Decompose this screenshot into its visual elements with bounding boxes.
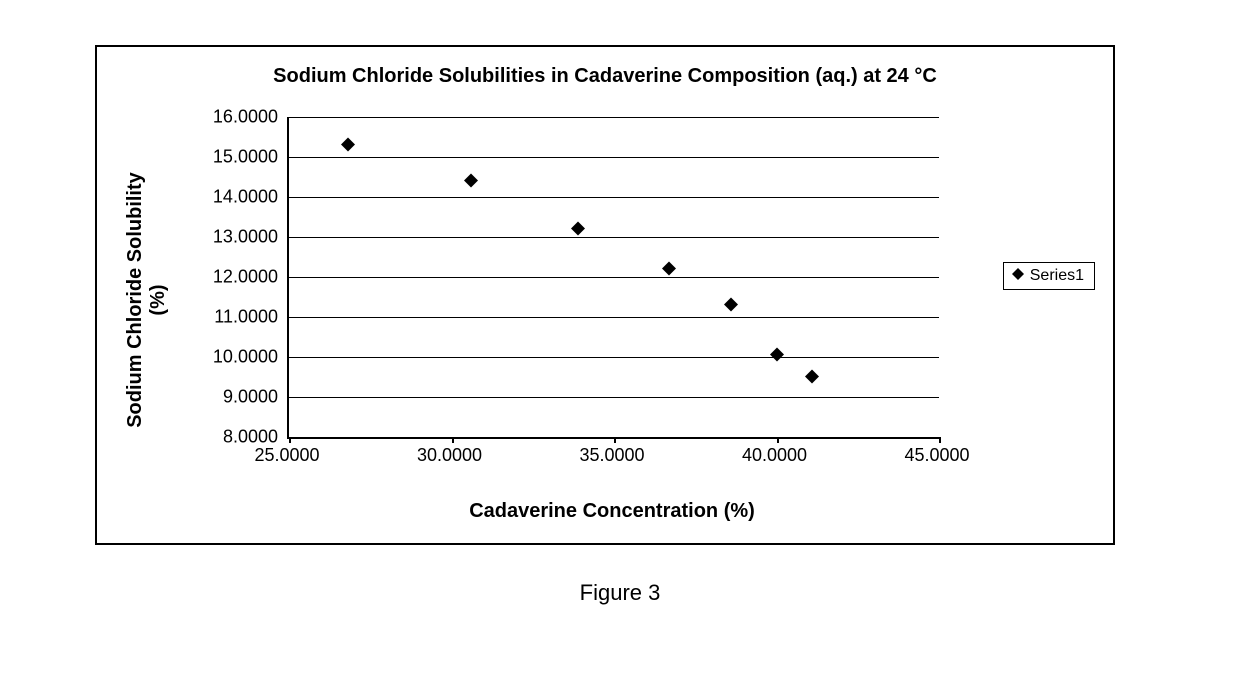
gridline [289, 117, 939, 118]
x-tick-label: 35.0000 [552, 445, 672, 466]
chart-frame: Sodium Chloride Solubilities in Cadaveri… [95, 45, 1115, 545]
x-axis-label: Cadaverine Concentration (%) [287, 500, 937, 523]
legend-label: Series1 [1030, 267, 1084, 285]
data-point [724, 298, 738, 317]
y-tick-label: 10.0000 [178, 347, 278, 368]
x-tick [777, 437, 779, 443]
data-point [464, 174, 478, 193]
x-tick [289, 437, 291, 443]
legend: Series1 [1003, 262, 1095, 290]
x-tick [939, 437, 941, 443]
y-tick-label: 13.0000 [178, 227, 278, 248]
data-point [805, 370, 819, 389]
figure-caption: Figure 3 [0, 580, 1240, 606]
x-tick-label: 25.0000 [227, 445, 347, 466]
data-point [341, 138, 355, 157]
x-tick-label: 45.0000 [877, 445, 997, 466]
gridline [289, 397, 939, 398]
y-axis-label-line2: (%) [147, 284, 169, 315]
x-tick-label: 40.0000 [715, 445, 835, 466]
legend-marker-icon [1012, 267, 1024, 285]
y-axis-label: Sodium Chloride Solubility (%) [124, 135, 170, 465]
y-axis-label-line1: Sodium Chloride Solubility [124, 172, 146, 428]
gridline [289, 197, 939, 198]
x-tick [614, 437, 616, 443]
y-tick-label: 15.0000 [178, 147, 278, 168]
y-tick-label: 12.0000 [178, 267, 278, 288]
gridline [289, 357, 939, 358]
gridline [289, 317, 939, 318]
gridline [289, 237, 939, 238]
y-tick-label: 16.0000 [178, 107, 278, 128]
gridline [289, 157, 939, 158]
plot-area [287, 117, 939, 439]
chart-title: Sodium Chloride Solubilities in Cadaveri… [97, 65, 1113, 88]
y-tick-label: 9.0000 [178, 387, 278, 408]
x-tick [452, 437, 454, 443]
gridline [289, 277, 939, 278]
y-tick-label: 11.0000 [178, 307, 278, 328]
x-tick-label: 30.0000 [390, 445, 510, 466]
y-tick-label: 14.0000 [178, 187, 278, 208]
